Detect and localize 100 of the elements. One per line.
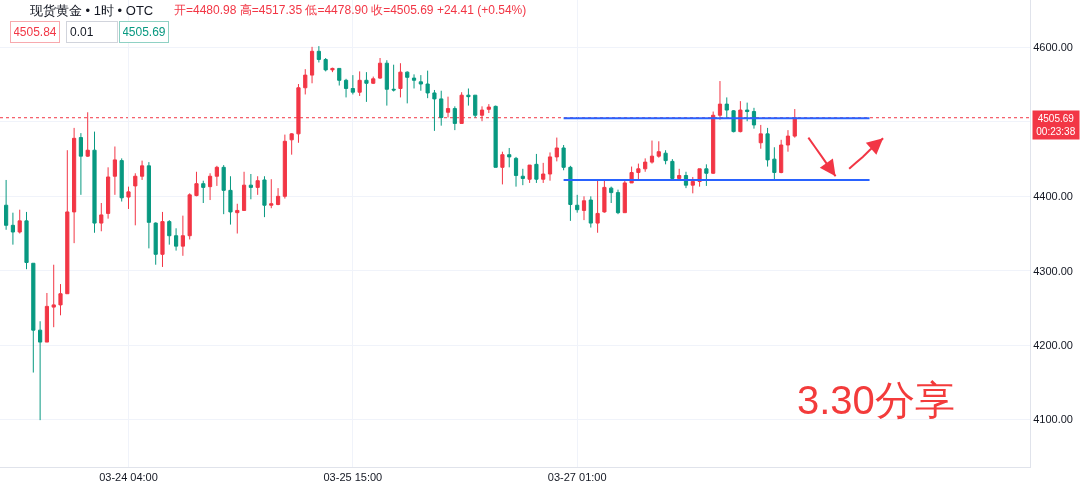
candlestick [187,192,192,240]
candlestick [561,144,566,171]
candlestick [717,80,723,121]
candlestick [194,171,199,197]
y-tick-label: 4600.00 [1033,41,1073,54]
candlestick [78,132,83,196]
annotation: 4505.84 [13,25,57,39]
candlestick [364,71,369,103]
candlestick [581,195,587,221]
candlestick [214,165,219,187]
candlestick [262,175,267,218]
candlestick [595,180,600,234]
candlestick [31,262,36,374]
chart-title: 现货黄金 • 1时 • OTC [30,2,154,18]
candlestick [228,175,233,226]
candlestick [452,105,457,131]
candlestick [738,100,743,133]
candlestick [411,73,417,89]
candlestick [704,163,709,187]
candlestick [241,171,247,211]
candlestick [201,180,206,204]
candlestick [466,87,471,107]
candlestick [677,168,682,181]
annotation: 3.30分享 [797,378,955,422]
candlestick [609,186,614,204]
candlestick [622,180,627,214]
candlestick [779,139,784,174]
candlestick [38,320,43,421]
candlestick [248,173,253,200]
candlestick [106,166,111,220]
candlestick [289,132,294,156]
candlestick [711,111,716,175]
candlestick [180,215,185,257]
candlestick [731,109,736,133]
candlestick [527,164,532,184]
candlestick [493,105,498,168]
candlestick [146,161,151,249]
candlestick [663,149,668,165]
candlestick [772,146,777,182]
candlestick [44,292,50,343]
candlestick [588,195,593,229]
candlestick [24,211,29,270]
x-tick-label: 03-27 01:00 [547,471,607,484]
candlestick [72,127,77,244]
candlestick [99,202,104,232]
candlestick [269,178,274,209]
candlestick [405,70,410,104]
candlestick [615,189,621,215]
candlestick [643,157,648,173]
candlestick [316,45,321,63]
candlestick [745,102,750,122]
candlestick [575,194,580,214]
x-tick-label: 03-24 04:00 [99,471,158,484]
candlestick [119,157,124,203]
candlestick [337,67,342,87]
annotation: 开=4480.98 高=4517.35 低=4478.90 收=4505.69 +24.41 (+0.54%) [174,3,527,17]
annotation: 0.01 [70,25,94,39]
candlestick [160,211,165,268]
candlestick [343,78,349,98]
y-tick-label: 4300.00 [1033,264,1073,277]
candlestick [126,186,131,210]
candlestick [690,176,695,194]
candlestick [92,131,97,234]
candlestick [377,57,383,80]
candlestick [670,158,675,180]
candlestick [330,67,335,73]
y-tick-label: 4400.00 [1033,190,1073,203]
candlestick [133,172,138,226]
candlestick [167,219,172,246]
candlestick [275,187,281,206]
candlestick [758,124,763,150]
candlestick [303,68,308,95]
candlestick [140,160,145,181]
candlestick [371,76,376,85]
candlestick [486,103,491,114]
candlestick [323,57,328,72]
candlestick [418,74,423,92]
candlestick [724,96,729,118]
candlestick [568,165,573,222]
candlestick [309,46,315,84]
candlestick [439,90,444,127]
candlestick [350,74,355,95]
candlestick [500,151,505,185]
candlestick [65,149,70,295]
candlestick [792,108,797,139]
candlestick [398,62,403,98]
candlestick [112,146,117,196]
y-tick-label: 4200.00 [1033,338,1073,351]
candlestick [207,172,213,201]
candlestick [282,134,287,200]
candlestick [10,212,16,246]
candlestick [432,89,437,132]
candlestick [554,137,559,162]
candlestick [649,140,655,165]
candlestick [541,162,546,184]
candlestick [235,203,240,234]
candlestick [656,140,661,159]
candlestick [507,147,512,168]
candlestick [17,209,22,234]
candlestick [445,96,451,118]
